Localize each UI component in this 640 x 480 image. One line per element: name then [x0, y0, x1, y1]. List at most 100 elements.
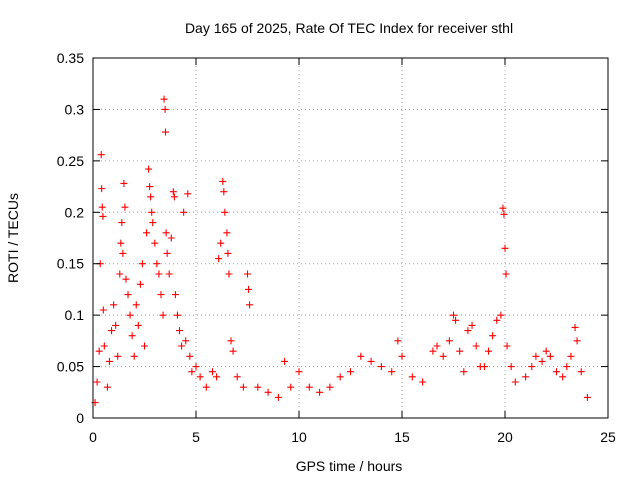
data-point: [153, 260, 161, 268]
data-point: [118, 219, 126, 227]
data-point: [480, 363, 488, 371]
data-point: [377, 363, 385, 371]
data-point: [503, 342, 511, 350]
data-point: [456, 347, 464, 355]
data-point: [121, 203, 129, 211]
data-point: [468, 321, 476, 329]
data-point: [167, 234, 175, 242]
y-tick-label: 0.2: [65, 204, 85, 220]
x-tick-label: 20: [497, 429, 513, 445]
data-point: [538, 357, 546, 365]
data-point: [489, 332, 497, 340]
data-point: [507, 363, 515, 371]
data-point: [136, 280, 144, 288]
data-point: [573, 337, 581, 345]
data-point: [184, 190, 192, 198]
data-point: [233, 373, 241, 381]
data-point: [163, 249, 171, 257]
data-point: [103, 383, 111, 391]
data-point: [563, 363, 571, 371]
data-point: [171, 291, 179, 299]
data-point: [264, 388, 272, 396]
data-point: [208, 368, 216, 376]
data-point: [528, 363, 536, 371]
data-point: [178, 342, 186, 350]
data-point: [215, 255, 223, 263]
y-tick-label: 0.3: [65, 101, 85, 117]
data-point: [99, 212, 107, 220]
data-point: [485, 347, 493, 355]
y-tick-label: 0.15: [57, 256, 84, 272]
data-point: [522, 373, 530, 381]
data-point: [408, 373, 416, 381]
data-point: [182, 337, 190, 345]
data-point: [119, 249, 127, 257]
data-point: [162, 128, 170, 136]
data-point: [287, 383, 295, 391]
data-point: [165, 270, 173, 278]
data-point: [147, 193, 155, 201]
data-point: [497, 311, 505, 319]
data-point: [445, 337, 453, 345]
data-point: [110, 301, 118, 309]
data-point: [227, 337, 235, 345]
data-point: [97, 151, 105, 159]
data-point: [553, 368, 560, 376]
y-tick-label: 0.05: [57, 359, 84, 375]
data-point: [122, 275, 130, 283]
data-point: [120, 179, 128, 187]
data-point: [98, 203, 106, 211]
data-point: [546, 352, 554, 360]
data-point: [141, 342, 148, 350]
data-point: [567, 352, 575, 360]
data-point: [151, 239, 159, 247]
data-point: [336, 373, 344, 381]
data-point: [254, 383, 262, 391]
data-points: [91, 95, 591, 407]
data-point: [499, 204, 507, 212]
data-point: [316, 388, 324, 396]
data-point: [132, 301, 140, 309]
data-point: [577, 368, 585, 376]
data-point: [501, 244, 509, 252]
data-point: [116, 270, 124, 278]
data-point: [114, 352, 122, 360]
data-point: [532, 352, 540, 360]
plot-frame: [92, 57, 609, 419]
data-point: [357, 352, 365, 360]
data-point: [186, 352, 194, 360]
data-point: [180, 208, 188, 216]
data-point: [223, 229, 231, 237]
data-point: [500, 210, 508, 218]
data-point: [112, 321, 120, 329]
x-tick-label: 5: [192, 429, 200, 445]
data-point: [173, 311, 181, 319]
data-point: [229, 347, 237, 355]
data-point: [188, 368, 196, 376]
data-point: [98, 185, 106, 193]
data-point: [502, 270, 510, 278]
data-point: [105, 357, 113, 365]
data-point: [161, 105, 169, 113]
x-axis-title: GPS time / hours: [296, 458, 403, 474]
data-point: [219, 177, 227, 185]
data-point: [169, 188, 177, 196]
data-point: [130, 352, 138, 360]
data-point: [95, 347, 103, 355]
data-point: [245, 285, 253, 293]
chart-title: Day 165 of 2025, Rate Of TEC Index for r…: [185, 20, 513, 36]
data-point: [472, 342, 480, 350]
data-point: [367, 357, 375, 365]
data-point: [542, 347, 550, 355]
data-point: [217, 239, 225, 247]
data-point: [464, 327, 472, 335]
y-tick-label: 0.25: [57, 153, 84, 169]
data-point: [100, 342, 108, 350]
data-point: [244, 270, 251, 278]
data-point: [202, 383, 210, 391]
data-point: [99, 306, 107, 314]
data-point: [146, 183, 154, 191]
data-point: [398, 352, 406, 360]
data-point: [170, 193, 178, 201]
